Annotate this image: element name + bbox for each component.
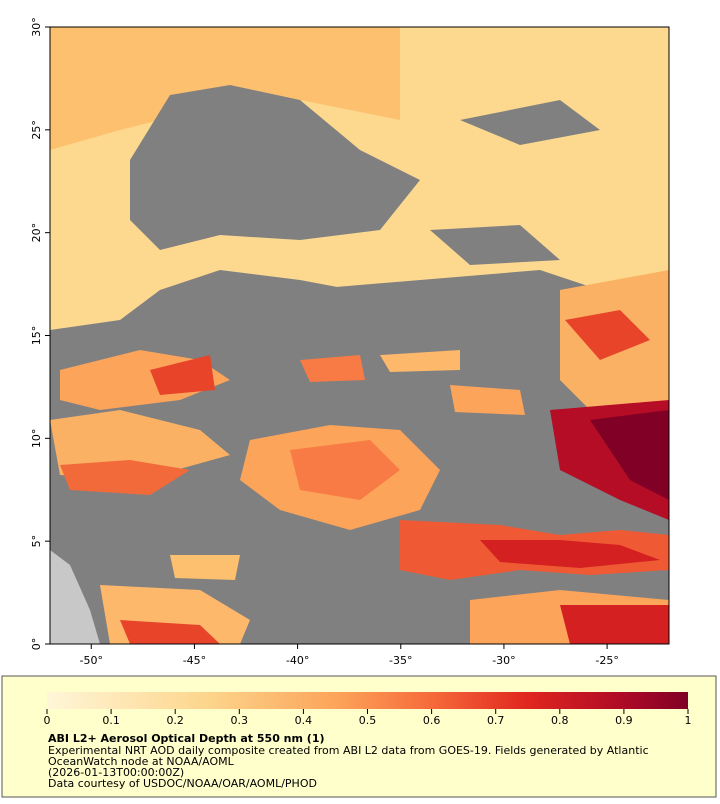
lat-tick-label: 25°: [30, 120, 43, 140]
colorbar-tick-label: 0.5: [359, 714, 377, 727]
colorbar-tick-label: 0.1: [102, 714, 120, 727]
colorbar-tick-label: 0.4: [295, 714, 313, 727]
caption-title: ABI L2+ Aerosol Optical Depth at 550 nm …: [48, 732, 325, 745]
lon-tick-label: -50°: [80, 654, 103, 667]
colorbar-tick-label: 0.9: [615, 714, 633, 727]
lat-tick-label: 5°: [30, 535, 43, 548]
axes: -50° -45° -40° -35° -30° -25° 0° 5° 10° 15° 20° 25°…: [30, 17, 619, 667]
colorbar: [47, 692, 688, 709]
lon-tick-label: -45°: [183, 654, 206, 667]
caption-line: Experimental NRT AOD daily composite cre…: [48, 744, 649, 757]
caption-line: Data courtesy of USDOC/NOAA/OAR/AOML/PHO…: [48, 777, 317, 790]
lat-tick-label: 20°: [30, 223, 43, 243]
lat-tick-label: 15°: [30, 326, 43, 346]
colorbar-tick-label: 0.7: [487, 714, 505, 727]
lat-tick-label: 0°: [30, 638, 43, 651]
colorbar-tick-label: 1: [685, 714, 692, 727]
lon-tick-label: -30°: [492, 654, 515, 667]
colorbar-tick-label: 0.2: [166, 714, 184, 727]
caption-line: OceanWatch node at NOAA/AOML: [48, 755, 235, 768]
lon-tick-label: -40°: [286, 654, 309, 667]
caption-line: (2026-01-13T00:00:00Z): [48, 766, 184, 779]
aod-map: [50, 27, 669, 644]
colorbar-tick-label: 0: [44, 714, 51, 727]
lon-tick-label: -25°: [595, 654, 618, 667]
colorbar-tick-label: 0.6: [423, 714, 441, 727]
lon-tick-label: -35°: [389, 654, 412, 667]
colorbar-tick-label: 0.3: [231, 714, 249, 727]
lat-tick-label: 30°: [30, 17, 43, 37]
colorbar-tick-label: 0.8: [551, 714, 569, 727]
lat-tick-label: 10°: [30, 429, 43, 449]
colorbar-ticks: 0 0.1 0.2 0.3 0.4 0.5 0.6 0.7 0.8 0.9 1: [44, 709, 692, 727]
